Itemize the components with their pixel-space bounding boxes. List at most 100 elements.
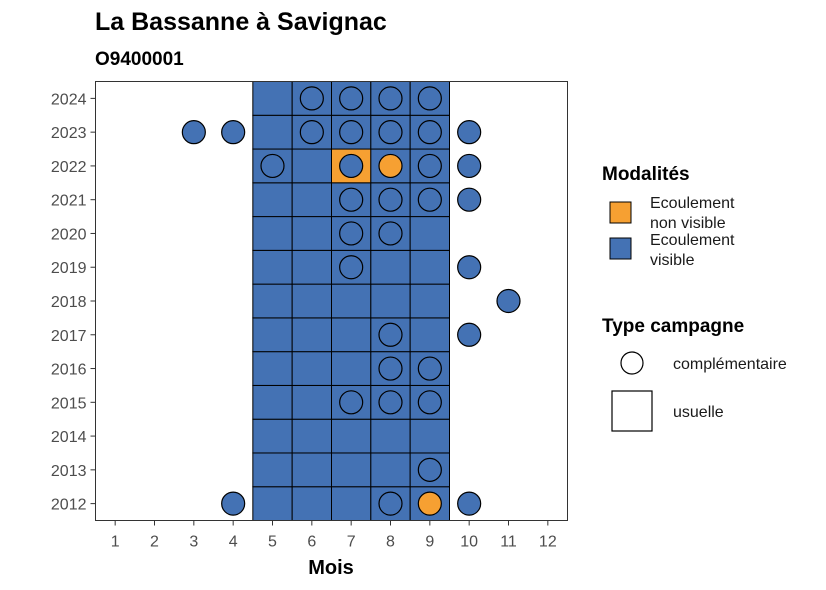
x-tick-label-2: 2	[150, 534, 159, 551]
legend-label-complementaire: complémentaire	[673, 356, 787, 373]
point-2015-9	[417, 390, 442, 415]
point-2012-10	[457, 491, 482, 516]
tile-2018-7	[331, 283, 372, 319]
point-2020-8	[378, 221, 403, 246]
tile-2018-5	[252, 283, 293, 319]
point-layer	[181, 86, 521, 516]
tile-2021-5	[252, 182, 293, 218]
point-2019-7	[339, 255, 364, 280]
tile-2018-9	[409, 283, 450, 319]
point-2017-8	[378, 322, 403, 347]
x-tick-label-1: 1	[111, 534, 120, 551]
y-tick-label-2023: 2023	[51, 125, 87, 142]
point-2023-7	[339, 120, 364, 145]
y-tick-label-2017: 2017	[51, 328, 87, 345]
x-tick-label-12: 12	[539, 534, 557, 551]
legend-label-usuelle: usuelle	[673, 404, 724, 421]
point-2016-8	[378, 356, 403, 381]
tile-2014-8	[370, 418, 411, 454]
tile-2020-5	[252, 216, 293, 251]
tile-2014-7	[331, 418, 372, 454]
point-2023-8	[378, 120, 403, 145]
y-tick-label-2022: 2022	[51, 159, 87, 176]
point-2022-10	[457, 153, 482, 179]
tile-2013-6	[291, 452, 332, 488]
point-2023-10	[457, 120, 482, 145]
y-tick-label-2020: 2020	[51, 226, 87, 243]
y-tick-label-2016: 2016	[51, 362, 87, 379]
point-2023-6	[299, 120, 324, 145]
tile-2014-9	[409, 418, 450, 454]
point-2017-10	[457, 322, 482, 347]
tile-2012-6	[291, 486, 332, 522]
y-tick-label-2015: 2015	[51, 395, 87, 412]
legend-symbol-square-icon	[611, 390, 653, 432]
tile-2017-6	[291, 317, 332, 353]
legend-label-visible-line1: Ecoulement	[650, 232, 735, 249]
tile-2017-7	[331, 317, 372, 353]
tile-2016-5	[252, 351, 293, 386]
y-tick-label-2013: 2013	[51, 463, 87, 480]
point-2019-10	[457, 255, 482, 280]
x-tick-label-10: 10	[460, 534, 478, 551]
tile-2012-7	[331, 486, 372, 522]
x-tick-label-6: 6	[307, 534, 316, 551]
legend-label-non-visible-line2: non visible	[650, 215, 726, 232]
tile-2017-5	[252, 317, 293, 353]
tile-2016-7	[331, 351, 372, 386]
point-2012-8	[378, 491, 403, 516]
point-2021-7	[339, 187, 364, 212]
x-axis-title: Mois	[308, 557, 354, 579]
point-2020-7	[339, 221, 364, 246]
point-2023-3	[181, 120, 206, 145]
tile-2018-6	[291, 283, 332, 319]
point-2024-6	[299, 86, 324, 111]
tile-2022-6	[291, 148, 332, 184]
y-tick-label-2024: 2024	[51, 91, 87, 108]
point-2021-10	[457, 187, 482, 212]
point-2023-4	[221, 120, 246, 145]
legend-symbol-circle-icon	[620, 351, 644, 375]
legend-label-visible-line2: visible	[650, 252, 695, 269]
legend-swatch-visible	[609, 237, 632, 260]
y-tick-label-2012: 2012	[51, 497, 87, 514]
point-2022-9	[417, 153, 442, 179]
tile-2019-8	[370, 249, 411, 285]
tile-2015-5	[252, 384, 293, 420]
point-2012-9	[417, 491, 442, 516]
y-tick-label-2021: 2021	[51, 193, 87, 210]
point-2013-9	[417, 457, 442, 482]
point-2024-8	[378, 86, 403, 111]
tile-2019-9	[409, 249, 450, 285]
tile-2014-6	[291, 418, 332, 454]
tile-2020-6	[291, 216, 332, 251]
y-axis: 2012 2013 2014 2015 2016 2017 2018 2019 2020 2021…	[51, 91, 96, 514]
x-tick-label-5: 5	[268, 534, 277, 551]
tile-2019-5	[252, 249, 293, 285]
point-2022-7	[339, 153, 364, 179]
y-tick-label-2019: 2019	[51, 260, 87, 277]
point-2015-8	[378, 390, 403, 415]
tile-2013-5	[252, 452, 293, 488]
tile-2012-5	[252, 486, 293, 522]
tile-2013-8	[370, 452, 411, 488]
point-2022-5	[260, 153, 285, 179]
tile-2016-6	[291, 351, 332, 386]
x-tick-label-4: 4	[229, 534, 238, 551]
x-axis: 1 2 3 4 5 6 7 8 9 10 11 12	[111, 520, 557, 551]
tile-2023-5	[252, 114, 293, 150]
tile-2024-5	[252, 81, 293, 116]
tile-layer	[252, 81, 450, 522]
legend: Modalités Ecoulement non visible Ecoulem…	[602, 164, 787, 432]
point-2012-4	[221, 491, 246, 516]
point-2021-9	[417, 187, 442, 212]
y-tick-label-2014: 2014	[51, 429, 87, 446]
x-tick-label-3: 3	[189, 534, 198, 551]
legend-label-non-visible-line1: Ecoulement	[650, 195, 735, 212]
point-2024-7	[339, 86, 364, 111]
tile-2019-6	[291, 249, 332, 285]
tile-2018-8	[370, 283, 411, 319]
tile-2014-5	[252, 418, 293, 454]
tile-2020-9	[409, 216, 450, 251]
